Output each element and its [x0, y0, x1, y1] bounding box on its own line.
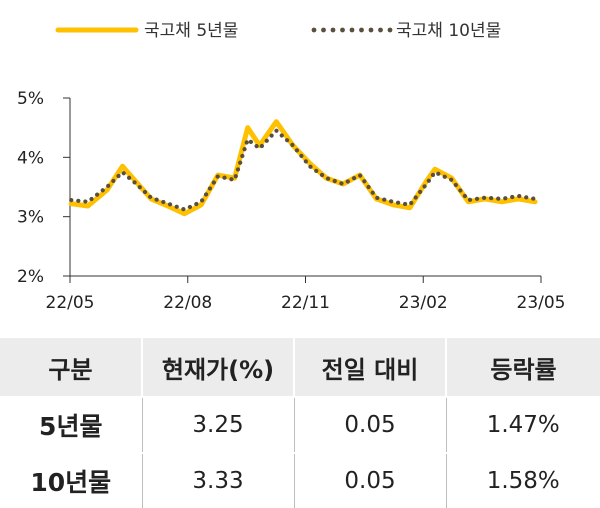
table-header-row: 구분 현재가(%) 전일 대비 등락률 [0, 338, 600, 397]
series-line-10y [69, 128, 538, 212]
x-ticks: 22/05 22/08 22/11 23/02 23/05 [46, 276, 566, 313]
legend-dot-10y [387, 27, 393, 33]
table-cell-change: 0.05 [294, 452, 447, 508]
x-tick-label: 23/02 [399, 293, 448, 313]
table-row: 10년물 3.33 0.05 1.58% [0, 452, 600, 508]
yield-table-container: 구분 현재가(%) 전일 대비 등락률 5년물 3.25 0.05 1.47% … [0, 338, 600, 508]
x-tick-label: 22/05 [46, 293, 95, 313]
legend-dot-10y [321, 27, 326, 33]
table-row: 5년물 3.25 0.05 1.47% [0, 396, 600, 454]
legend-dot-10y [359, 27, 364, 33]
yield-table: 구분 현재가(%) 전일 대비 등락률 5년물 3.25 0.05 1.47% … [0, 338, 600, 508]
y-tick-label: 2% [17, 267, 44, 287]
table-cell-rate: 1.47% [446, 396, 600, 454]
table-header-change: 전일 대비 [294, 338, 447, 397]
y-ticks: 5% 4% 3% 2% [17, 89, 70, 287]
legend-dot-10y [311, 27, 317, 33]
x-tick-label: 23/05 [517, 293, 566, 313]
table-cell-current: 3.25 [142, 396, 295, 454]
table-header-rate: 등락률 [446, 338, 600, 397]
legend-dot-10y [378, 27, 383, 33]
table-cell-change: 0.05 [294, 396, 447, 454]
table-cell-rate: 1.58% [446, 452, 600, 508]
table-cell-current: 3.33 [142, 452, 295, 508]
x-tick-label: 22/08 [163, 293, 212, 313]
legend-dot-10y [368, 27, 374, 33]
legend-dot-10y [330, 27, 336, 33]
table-header-category: 구분 [0, 338, 143, 397]
legend-label-10y: 국고채 10년물 [396, 21, 501, 41]
y-tick-label: 3% [17, 208, 44, 228]
legend: 국고채 5년물 국고채 10년물 [55, 21, 501, 41]
table-cell-category: 10년물 [0, 452, 143, 508]
y-tick-label: 5% [17, 89, 44, 109]
series-line-5y [68, 119, 538, 217]
y-tick-label: 4% [17, 148, 44, 168]
legend-dot-10y [349, 27, 355, 33]
plot-area [68, 119, 538, 217]
legend-label-5y: 국고채 5년물 [144, 21, 238, 41]
legend-swatch-10y [311, 27, 393, 33]
legend-dot-10y [340, 27, 345, 33]
table-cell-category: 5년물 [0, 396, 143, 454]
table-header-current: 현재가(%) [142, 338, 295, 397]
x-tick-label: 22/11 [281, 293, 330, 313]
bond-yield-chart: 국고채 5년물 국고채 10년물 5% 4% 3% 2% 22/05 22/08 22/1… [17, 21, 566, 313]
